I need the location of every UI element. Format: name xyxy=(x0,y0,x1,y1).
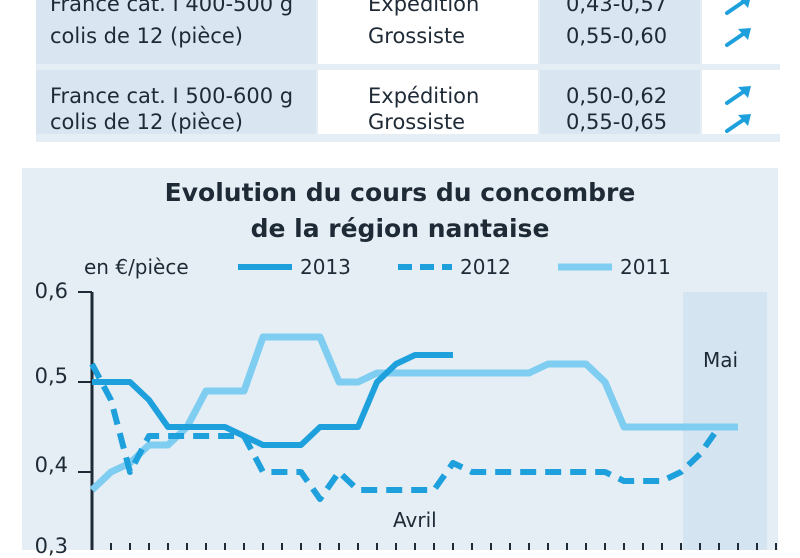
chart-title-line-1: Evolution du cours du concombre xyxy=(164,178,636,207)
month-annotation-mai: Mai xyxy=(703,348,739,372)
product-packaging: colis de 12 (pièce) xyxy=(50,110,243,134)
stage-grossiste: Grossiste xyxy=(368,24,466,48)
price-cell: 0,43-0,57 0,55-0,60 xyxy=(540,0,700,64)
up-right-arrow-icon xyxy=(725,114,751,133)
legend-label-2012: 2012 xyxy=(460,255,511,279)
price-expedition: 0,50-0,62 xyxy=(566,84,668,108)
series-line-2011 xyxy=(89,333,738,493)
price-grossiste: 0,55-0,60 xyxy=(566,24,668,48)
month-annotation-avril: Avril xyxy=(393,508,437,532)
price-grossiste: 0,55-0,65 xyxy=(566,110,668,134)
y-axis-unit-label: en €/pièce xyxy=(84,255,189,279)
legend-label-2011: 2011 xyxy=(620,255,671,279)
stage-expedition: Expédition xyxy=(368,0,480,16)
price-row: France cat. I 500-600 g colis de 12 (piè… xyxy=(36,70,780,134)
stage-cell: Expédition Grossiste xyxy=(318,70,538,134)
series-line-2012 xyxy=(89,362,722,502)
product-cell: France cat. I 400-500 g colis de 12 (piè… xyxy=(36,0,316,64)
product-packaging: colis de 12 (pièce) xyxy=(50,24,243,48)
trend-cell xyxy=(702,0,780,64)
up-right-arrow-icon xyxy=(725,86,751,105)
chart-title-line-2: de la région nantaise xyxy=(250,214,550,243)
stage-cell: Expédition Grossiste xyxy=(318,0,538,64)
stage-expedition: Expédition xyxy=(368,84,480,108)
product-cell: France cat. I 500-600 g colis de 12 (piè… xyxy=(36,70,316,134)
stage-grossiste: Grossiste xyxy=(368,110,466,134)
trend-cell xyxy=(702,70,780,134)
may-shaded-band xyxy=(683,292,767,550)
y-tick-label: 0,5 xyxy=(34,364,68,388)
product-name: France cat. I 400-500 g xyxy=(50,0,294,16)
y-tick-label: 0,6 xyxy=(34,279,68,303)
price-expedition: 0,43-0,57 xyxy=(566,0,668,16)
product-name: France cat. I 500-600 g xyxy=(50,84,294,108)
y-tick-label: 0,3 xyxy=(34,534,68,558)
y-tick-label: 0,4 xyxy=(34,453,68,477)
legend-label-2013: 2013 xyxy=(300,255,351,279)
price-cell: 0,50-0,62 0,55-0,65 xyxy=(540,70,700,134)
up-right-arrow-icon xyxy=(725,0,750,15)
up-right-arrow-icon xyxy=(725,28,751,47)
price-row: France cat. I 400-500 g colis de 12 (piè… xyxy=(36,0,780,64)
series-line-2013 xyxy=(92,352,453,448)
